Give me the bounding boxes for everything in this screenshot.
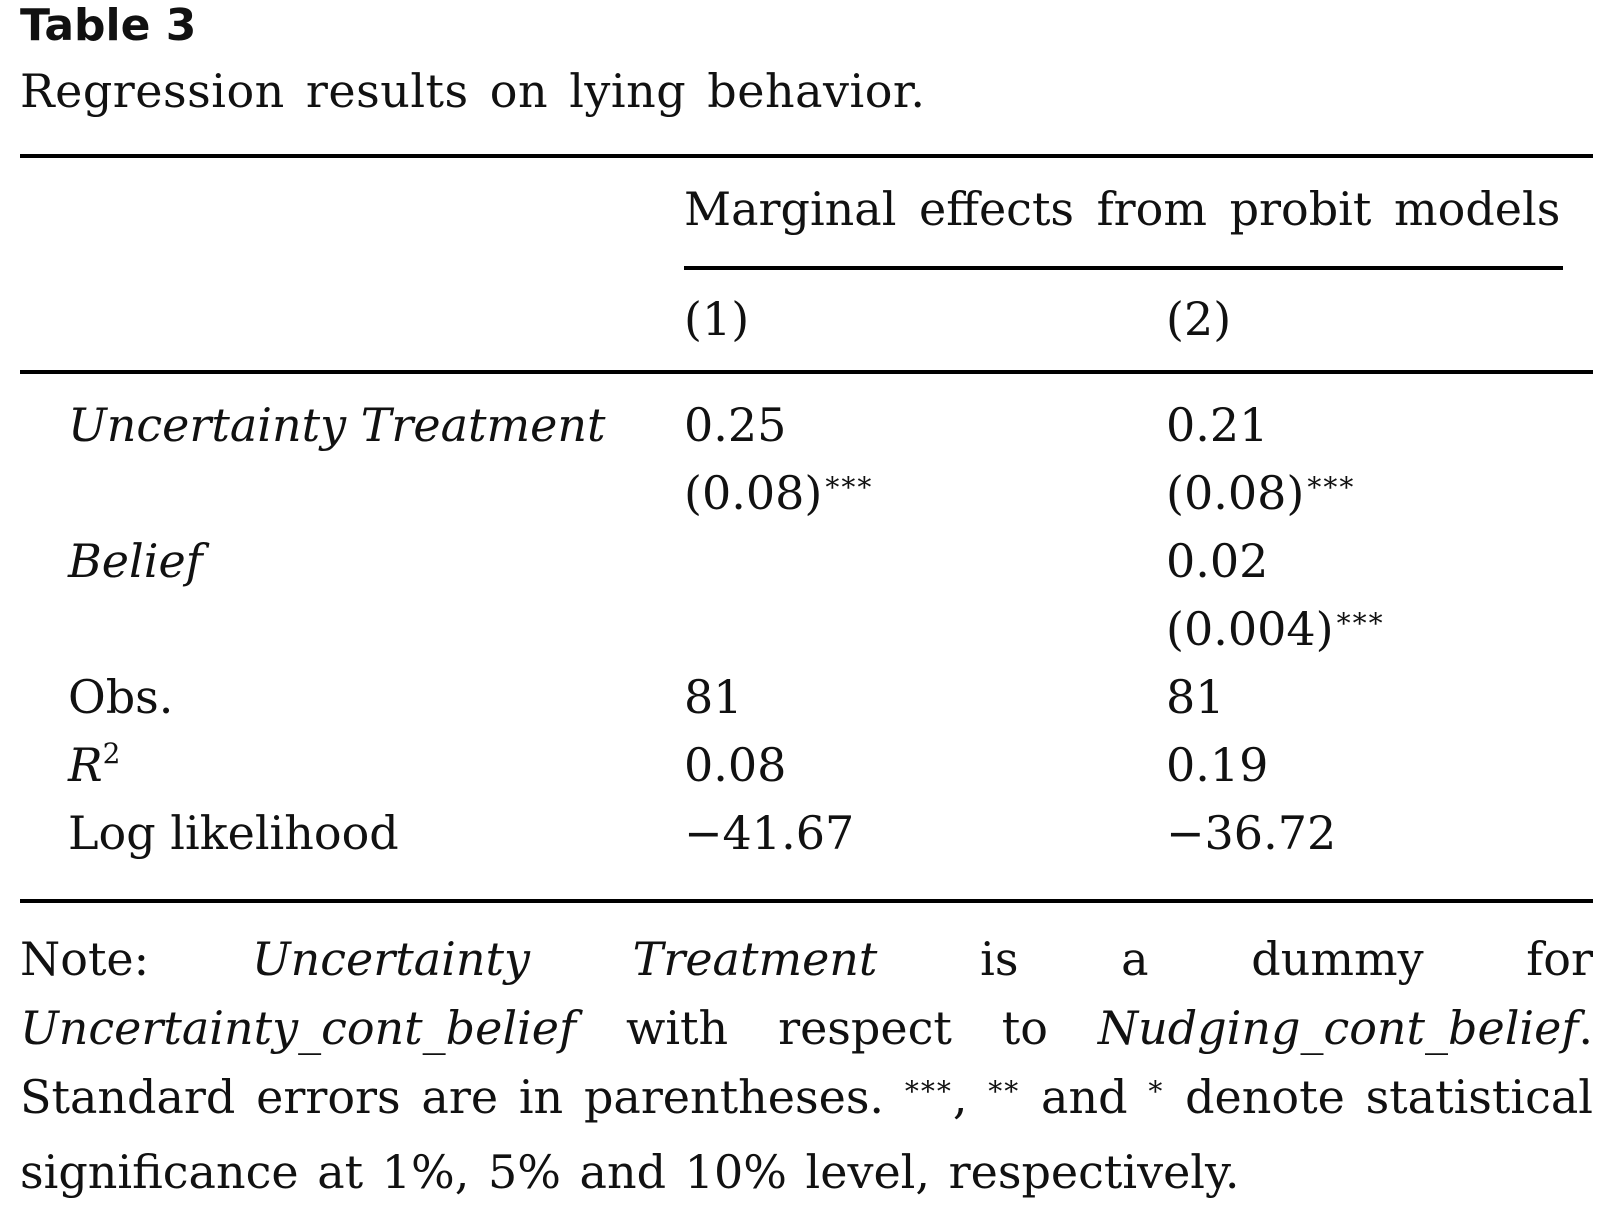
note-var-nudging-cont: Nudging_cont_belief — [1097, 1001, 1579, 1055]
note-stars-2: ** — [988, 1075, 1021, 1108]
column-header-2: (2) — [1166, 292, 1232, 346]
r2-superscript: 2 — [102, 737, 121, 770]
row-label-obs: Obs. — [68, 670, 174, 724]
significance-stars: *** — [1336, 607, 1385, 640]
header-rule — [20, 370, 1593, 374]
significance-stars: *** — [825, 471, 874, 504]
coef-uncertainty-1: 0.25 — [684, 398, 787, 452]
coef-uncertainty-2: 0.21 — [1166, 398, 1269, 452]
table-caption: Regression results on lying behavior. — [20, 64, 926, 118]
row-label-belief: Belief — [68, 534, 203, 588]
obs-2: 81 — [1166, 670, 1225, 724]
note-text: denote statistical significance at 1%, 5… — [20, 1070, 1593, 1199]
note-prefix: Note: — [20, 932, 252, 986]
se-value: (0.08) — [684, 466, 823, 520]
note-stars-1: * — [1148, 1075, 1165, 1108]
se-uncertainty-1: (0.08) *** — [684, 470, 873, 516]
se-value: (0.004) — [1166, 602, 1334, 656]
note-text: and — [1020, 1070, 1149, 1124]
r2-2: 0.19 — [1166, 738, 1269, 792]
loglik-1: −41.67 — [684, 806, 855, 860]
se-value: (0.08) — [1166, 466, 1305, 520]
note-text: , — [952, 1070, 989, 1124]
table-note: Note: Uncertainty Treatment is a dummy f… — [20, 925, 1593, 1207]
note-var-uncertainty: Uncertainty Treatment — [251, 932, 878, 986]
note-stars-3: *** — [904, 1075, 953, 1108]
note-text: . Standard errors are in parentheses. — [20, 1001, 1593, 1124]
note-text: with respect to — [576, 1001, 1098, 1055]
row-label-r2: R2 — [68, 740, 120, 789]
se-uncertainty-2: (0.08) *** — [1166, 470, 1355, 516]
group-rule — [684, 266, 1563, 270]
r2-symbol: R — [68, 738, 103, 792]
bottom-rule — [20, 899, 1593, 903]
top-rule — [20, 154, 1593, 158]
coef-belief-2: 0.02 — [1166, 534, 1269, 588]
column-header-1: (1) — [684, 292, 750, 346]
row-label-uncertainty: Uncertainty Treatment — [68, 398, 606, 452]
r2-1: 0.08 — [684, 738, 787, 792]
note-text: is a dummy for — [877, 932, 1593, 986]
row-label-loglik: Log likelihood — [68, 806, 399, 860]
group-header: Marginal effects from probit models — [684, 182, 1561, 236]
se-belief-2: (0.004) *** — [1166, 606, 1385, 652]
loglik-2: −36.72 — [1166, 806, 1337, 860]
significance-stars: *** — [1307, 471, 1356, 504]
note-var-uncertainty-cont: Uncertainty_cont_belief — [20, 1001, 576, 1055]
table-label: Table 3 — [20, 0, 197, 51]
obs-1: 81 — [684, 670, 743, 724]
